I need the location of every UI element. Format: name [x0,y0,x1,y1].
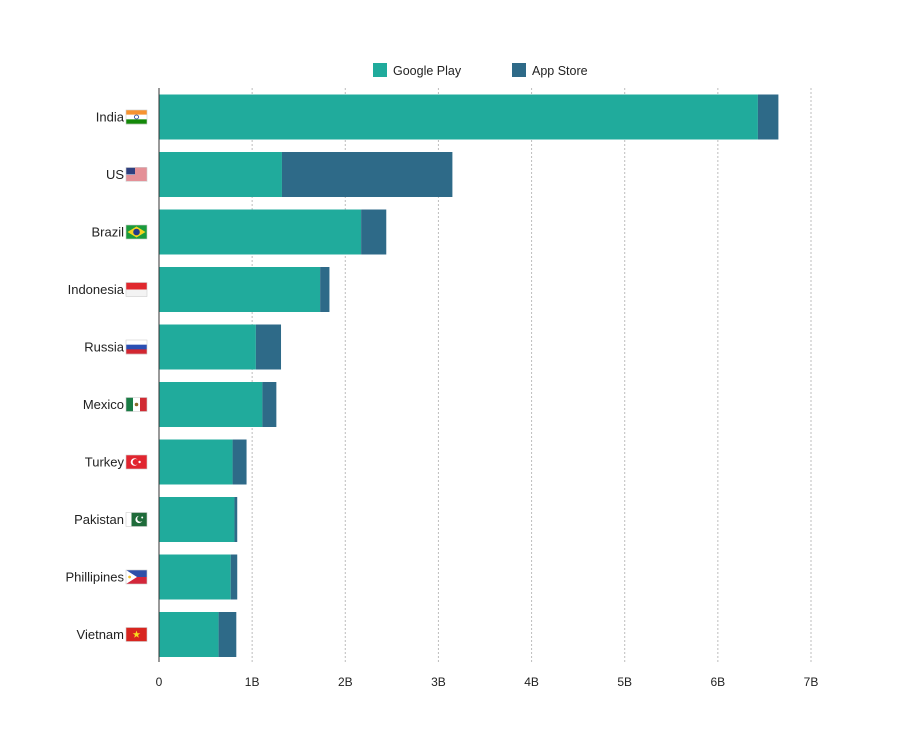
bar-turkey-app-store [232,439,247,485]
bar-phillipines-google-play [159,554,231,600]
legend: Google Play App Store [373,63,588,78]
legend-swatch-app-store [512,63,526,77]
bars [159,94,779,657]
category-label-turkey: Turkey [85,455,125,470]
india-flag-icon [125,109,148,125]
bar-indonesia-app-store [320,267,330,312]
bar-us-google-play [159,152,282,197]
bar-pakistan-google-play [159,497,235,542]
bar-vietnam-app-store [218,612,237,657]
category-label-pakistan: Pakistan [74,512,124,527]
category-label-vietnam: Vietnam [77,627,124,642]
x-axis-ticks: 0 1B 2B 3B 4B 5B 6B 7B [156,675,819,689]
bar-russia-google-play [159,324,256,370]
bar-india-google-play [159,94,758,140]
x-tick-label: 3B [431,675,446,689]
bar-russia-app-store [255,324,282,370]
mexico-flag-icon [125,397,148,412]
vietnam-flag-icon [125,627,148,642]
indonesia-flag-icon [125,282,148,297]
category-label-india: India [96,110,125,125]
bar-pakistan-app-store [234,497,238,542]
bar-mexico-app-store [262,382,277,427]
us-flag-icon [125,167,148,182]
bar-brazil-google-play [159,209,362,255]
russia-flag-icon [125,339,148,355]
bar-vietnam-google-play [159,612,219,657]
category-label-mexico: Mexico [83,397,124,412]
x-tick-label: 2B [338,675,353,689]
x-tick-label: 1B [245,675,260,689]
category-label-indonesia: Indonesia [68,282,125,297]
philippines-flag-icon [125,569,148,585]
category-label-us: US [106,167,124,182]
x-tick-label: 5B [617,675,632,689]
x-tick-label: 7B [804,675,819,689]
bar-india-app-store [757,94,779,140]
category-label-brazil: Brazil [91,225,124,240]
brazil-flag-icon [125,224,148,240]
bar-mexico-google-play [159,382,263,427]
bar-phillipines-app-store [230,554,238,600]
bar-brazil-app-store [361,209,387,255]
pakistan-flag-icon [125,512,148,527]
category-labels: India US Brazil Indonesia Russia Mexico Turkey… [65,109,148,642]
legend-label-google-play: Google Play [393,64,462,78]
x-tick-label: 0 [156,675,163,689]
legend-swatch-google-play [373,63,387,77]
bar-us-app-store [281,152,453,197]
category-label-russia: Russia [84,340,125,355]
bar-indonesia-google-play [159,267,321,312]
legend-label-app-store: App Store [532,64,588,78]
turkey-flag-icon [125,454,148,470]
category-label-phillipines: Phillipines [65,570,124,585]
x-tick-label: 6B [711,675,726,689]
x-tick-label: 4B [524,675,539,689]
bar-turkey-google-play [159,439,233,485]
